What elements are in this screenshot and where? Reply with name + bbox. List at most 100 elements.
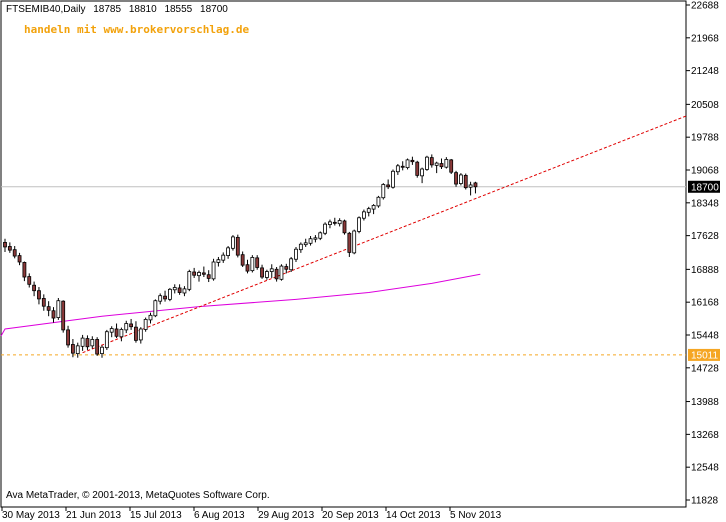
candle-body [240,254,245,266]
candle [395,163,400,175]
candle-body [410,159,415,163]
candle [308,236,313,246]
candle-body [415,161,420,176]
candle [148,312,153,324]
candle-body [352,230,357,254]
candle [240,251,245,267]
candle [3,238,7,252]
candle-body [22,262,27,278]
candle-body [66,329,70,346]
candle-body [216,259,221,263]
candle [167,287,172,302]
candle-body [323,223,328,234]
candle [109,326,114,338]
candle [211,258,216,281]
current-price-label: 18700 [691,182,719,193]
candle-body [119,329,124,338]
candle-body [366,208,371,213]
candle-body [279,265,284,280]
candle [425,155,429,171]
candle [284,263,289,274]
candle-body [221,254,226,261]
candle [216,256,221,267]
candle [129,318,134,330]
close-value: 18700 [200,4,228,15]
candle [221,252,226,263]
y-tick-label: 12548 [691,463,719,474]
candle-body [85,338,90,348]
candle [332,217,337,226]
candle-body [56,300,61,318]
candle [371,204,376,215]
x-tick-label: 30 May 2013 [2,510,60,521]
candle-body [347,232,352,253]
candle-body [361,211,366,219]
candle [434,161,439,174]
candle-body [425,156,429,170]
candle-body [405,159,410,169]
candle-body [260,267,264,278]
candle [361,209,366,221]
x-tick-label: 29 Aug 2013 [258,510,315,521]
candle-body [449,159,454,173]
candle [51,307,56,323]
candle-body [163,295,167,300]
y-tick-label: 13988 [691,397,719,408]
candle [357,216,361,234]
candle [264,269,269,280]
candle [197,270,201,282]
moving-average-line [0,273,481,337]
candle [27,273,32,288]
candle [405,158,410,170]
candle [172,284,177,294]
candle [114,323,119,339]
candle [410,156,415,165]
candle-body [395,165,400,173]
candle [7,242,12,253]
candle [134,321,138,343]
candle-body [235,236,240,256]
candle-body [332,221,337,224]
candle-body [104,331,109,349]
promo-text: handeln mit www.brokervorschlag.de [24,23,250,36]
candle [439,158,444,169]
y-tick-label: 15448 [691,331,719,342]
candle [187,269,192,292]
candlestick-layer [3,154,478,358]
candle [22,261,27,282]
price-markers: 18700 15011 [688,180,720,361]
candle [177,284,182,295]
candle-body [211,261,216,280]
candle [201,266,206,278]
candle-body [264,271,269,278]
candle-body [269,268,274,272]
candle [41,294,46,311]
candle-body [143,319,148,330]
candle [473,181,478,194]
candle [429,154,434,168]
y-tick-label: 11828 [691,496,719,507]
plot-frame [0,0,687,508]
candle [444,157,449,169]
candle [400,161,405,171]
candle [449,158,454,175]
candle-body [303,242,308,246]
candle-body [444,159,449,168]
candle [323,222,328,236]
candle-body [134,326,138,341]
candle-body [371,205,376,210]
candle-body [468,184,473,188]
candle-body [313,237,318,240]
candle-body [80,337,85,347]
candle [298,242,303,253]
candle [192,267,197,278]
candle-body [95,339,100,355]
candle [61,300,66,333]
candle-body [439,163,444,168]
candle-body [376,196,381,207]
candle-body [90,339,95,347]
x-tick-label: 14 Oct 2013 [386,510,441,521]
candle [468,181,473,196]
candle [337,218,342,227]
